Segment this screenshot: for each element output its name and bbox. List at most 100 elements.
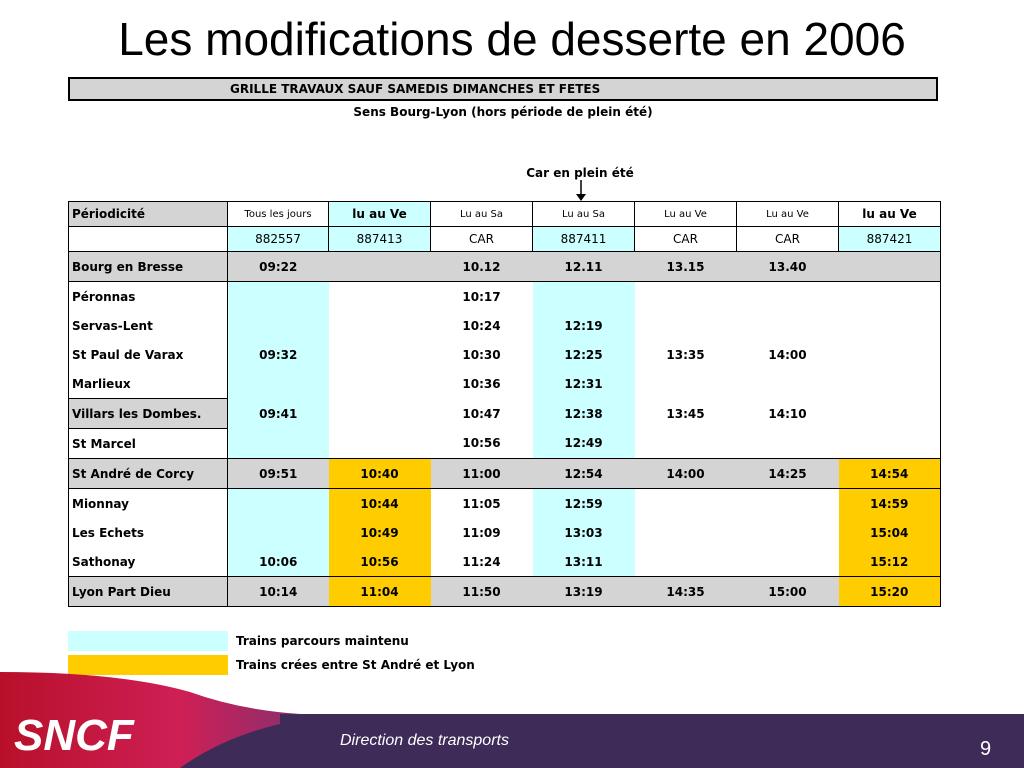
time-cell: 13:45 bbox=[666, 406, 705, 421]
time-cell bbox=[635, 518, 737, 547]
time-cell bbox=[635, 282, 737, 312]
time-cell: 11:24 bbox=[462, 554, 501, 569]
time-cell bbox=[227, 281, 329, 311]
station-name: St Paul de Varax bbox=[68, 340, 228, 369]
legend-label: Trains parcours maintenu bbox=[236, 634, 409, 648]
time-cell bbox=[227, 428, 329, 459]
sncf-logo-text: SNCF bbox=[14, 711, 135, 760]
time-cell: 10:49 bbox=[328, 518, 431, 547]
train-number-row: 882557 887413 CAR 887411 CAR CAR 887421 bbox=[68, 226, 941, 252]
time-cell: 10:14 bbox=[227, 576, 329, 607]
car-note: Car en plein été bbox=[526, 166, 634, 180]
time-cell bbox=[328, 251, 431, 282]
time-cell bbox=[737, 282, 839, 312]
table-row: Servas-Lent 10:24 12:19 bbox=[68, 311, 941, 340]
time-cell: 10.12 bbox=[430, 251, 533, 282]
time-cell: 11:05 bbox=[462, 496, 501, 511]
time-cell: 12:49 bbox=[532, 428, 635, 459]
footer-text: Direction des transports bbox=[340, 732, 509, 749]
sncf-logo: SNCF bbox=[0, 672, 300, 768]
time-cell bbox=[329, 282, 431, 312]
station-name: Les Echets bbox=[68, 518, 228, 547]
footer-bar bbox=[280, 714, 1024, 768]
time-cell: 10:30 bbox=[462, 347, 501, 362]
time-cell: 11:09 bbox=[462, 525, 501, 540]
time-cell bbox=[838, 281, 941, 311]
time-cell: 13.15 bbox=[634, 251, 737, 282]
station-name: Servas-Lent bbox=[68, 311, 228, 340]
periodicity-cell: Lu au Ve bbox=[736, 201, 839, 227]
time-cell bbox=[635, 311, 737, 340]
train-number-blank bbox=[68, 226, 228, 252]
time-cell bbox=[635, 489, 737, 519]
time-cell: 10:56 bbox=[328, 547, 431, 577]
time-cell bbox=[227, 488, 329, 518]
train-number-cell: 887411 bbox=[532, 226, 635, 252]
grid-banner-text: GRILLE TRAVAUX SAUF SAMEDIS DIMANCHES ET… bbox=[230, 82, 601, 96]
time-cell: 14:54 bbox=[838, 458, 941, 489]
station-name: Bourg en Bresse bbox=[68, 251, 228, 282]
time-cell: 12:19 bbox=[532, 311, 635, 340]
train-number-cell: CAR bbox=[736, 226, 839, 252]
table-row: St Paul de Varax 09:32 10:30 12:25 13:35… bbox=[68, 340, 941, 369]
time-cell: 15:20 bbox=[838, 576, 941, 607]
time-cell bbox=[737, 518, 839, 547]
time-cell bbox=[838, 340, 941, 369]
periodicity-cell: lu au Ve bbox=[328, 201, 431, 227]
time-cell: 14:35 bbox=[634, 576, 737, 607]
time-cell bbox=[838, 251, 941, 282]
table-row: Villars les Dombes. 09:41 10:47 12:38 13… bbox=[68, 398, 941, 429]
table-row: Les Echets 10:49 11:09 13:03 15:04 bbox=[68, 518, 941, 547]
periodicity-label: Périodicité bbox=[68, 201, 228, 227]
table-row: Marlieux 10:36 12:31 bbox=[68, 369, 941, 399]
legend-label: Trains crées entre St André et Lyon bbox=[236, 658, 475, 672]
time-cell bbox=[227, 369, 329, 399]
periodicity-cell: Tous les jours bbox=[227, 201, 329, 227]
periodicity-row: Périodicité Tous les jours lu au Ve Lu a… bbox=[68, 201, 941, 227]
time-cell: 11:00 bbox=[430, 458, 533, 489]
station-name: Sathonay bbox=[68, 547, 228, 577]
time-cell: 10:44 bbox=[328, 488, 431, 518]
time-cell: 12:54 bbox=[532, 458, 635, 489]
time-cell: 13:11 bbox=[532, 547, 635, 577]
time-cell: 10:24 bbox=[462, 318, 501, 333]
time-cell: 12:25 bbox=[532, 340, 635, 369]
time-cell: 12:31 bbox=[532, 369, 635, 399]
table-row: St Marcel 10:56 12:49 bbox=[68, 428, 941, 459]
time-cell bbox=[635, 369, 737, 399]
station-name: St Marcel bbox=[68, 428, 228, 459]
time-cell: 09:51 bbox=[227, 458, 329, 489]
time-cell: 10:56 bbox=[462, 436, 501, 451]
time-cell bbox=[329, 399, 431, 429]
page-number: 9 bbox=[980, 738, 992, 760]
time-cell bbox=[227, 518, 329, 547]
time-cell: 13:35 bbox=[666, 347, 705, 362]
time-cell: 13:19 bbox=[532, 576, 635, 607]
grid-banner: GRILLE TRAVAUX SAUF SAMEDIS DIMANCHES ET… bbox=[68, 77, 938, 101]
time-cell: 12.11 bbox=[532, 251, 635, 282]
station-name: Mionnay bbox=[68, 488, 228, 518]
time-cell: 14:10 bbox=[768, 406, 807, 421]
time-cell bbox=[838, 428, 941, 459]
periodicity-cell: Lu au Sa bbox=[430, 201, 533, 227]
time-cell: 10:47 bbox=[462, 406, 501, 421]
time-cell: 09:22 bbox=[227, 251, 329, 282]
time-cell: 15:00 bbox=[736, 576, 839, 607]
time-cell: 10:06 bbox=[227, 547, 329, 577]
train-number-cell: CAR bbox=[430, 226, 533, 252]
time-cell: 13.40 bbox=[736, 251, 839, 282]
legend-swatch bbox=[68, 631, 228, 651]
station-name: St André de Corcy bbox=[68, 458, 228, 489]
legend-swatch bbox=[68, 655, 228, 675]
time-cell bbox=[737, 547, 839, 577]
station-name: Lyon Part Dieu bbox=[68, 576, 228, 607]
table-row: Lyon Part Dieu 10:14 11:04 11:50 13:19 1… bbox=[68, 576, 941, 607]
time-cell bbox=[737, 489, 839, 519]
time-cell: 09:41 bbox=[227, 398, 329, 429]
time-cell bbox=[838, 311, 941, 340]
station-name: Villars les Dombes. bbox=[68, 398, 228, 429]
table-row: Mionnay 10:44 11:05 12:59 14:59 bbox=[68, 488, 941, 519]
time-cell bbox=[329, 429, 431, 459]
time-cell bbox=[838, 369, 941, 399]
time-cell: 11:04 bbox=[328, 576, 431, 607]
